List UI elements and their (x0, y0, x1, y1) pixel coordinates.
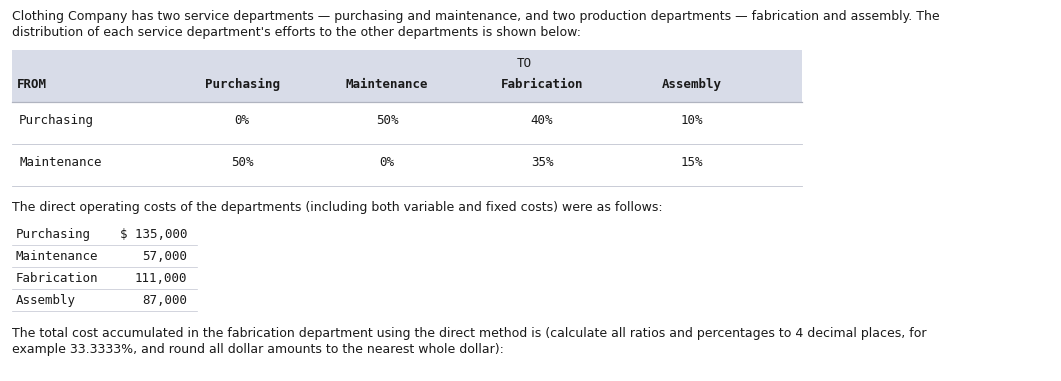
Text: 57,000: 57,000 (142, 250, 187, 263)
Text: Fabrication: Fabrication (16, 272, 99, 285)
Bar (12, 223, 197, 245)
Bar (12, 144, 802, 186)
Text: distribution of each service department's efforts to the other departments is sh: distribution of each service department'… (12, 26, 581, 39)
Text: TO: TO (517, 57, 532, 70)
Text: Assembly: Assembly (16, 294, 76, 307)
Bar (12, 223, 197, 311)
Bar (12, 267, 197, 289)
Bar (12, 102, 802, 144)
Bar (12, 50, 802, 185)
Text: 15%: 15% (681, 156, 703, 169)
Text: Clothing Company has two service departments — purchasing and maintenance, and t: Clothing Company has two service departm… (12, 10, 940, 23)
Text: Purchasing: Purchasing (205, 78, 279, 91)
Text: The direct operating costs of the departments (including both variable and fixed: The direct operating costs of the depart… (12, 201, 663, 214)
Text: 40%: 40% (530, 114, 553, 127)
Text: Maintenance: Maintenance (19, 156, 102, 169)
Text: FROM: FROM (17, 78, 47, 91)
Text: example 33.3333%, and round all dollar amounts to the nearest whole dollar):: example 33.3333%, and round all dollar a… (12, 343, 504, 356)
Bar (12, 245, 197, 267)
Text: The total cost accumulated in the fabrication department using the direct method: The total cost accumulated in the fabric… (12, 327, 926, 340)
Text: Maintenance: Maintenance (16, 250, 99, 263)
Text: Purchasing: Purchasing (19, 114, 94, 127)
Text: 35%: 35% (530, 156, 553, 169)
Text: Purchasing: Purchasing (16, 228, 91, 241)
Text: 111,000: 111,000 (135, 272, 187, 285)
Text: 0%: 0% (380, 156, 395, 169)
Text: 10%: 10% (681, 114, 703, 127)
Text: Assembly: Assembly (662, 78, 721, 91)
Bar (12, 289, 197, 311)
Text: $ 135,000: $ 135,000 (120, 228, 187, 241)
Text: 87,000: 87,000 (142, 294, 187, 307)
Text: Maintenance: Maintenance (346, 78, 429, 91)
Text: 50%: 50% (230, 156, 254, 169)
Text: Fabrication: Fabrication (501, 78, 584, 91)
Text: 0%: 0% (234, 114, 249, 127)
Text: 50%: 50% (376, 114, 398, 127)
